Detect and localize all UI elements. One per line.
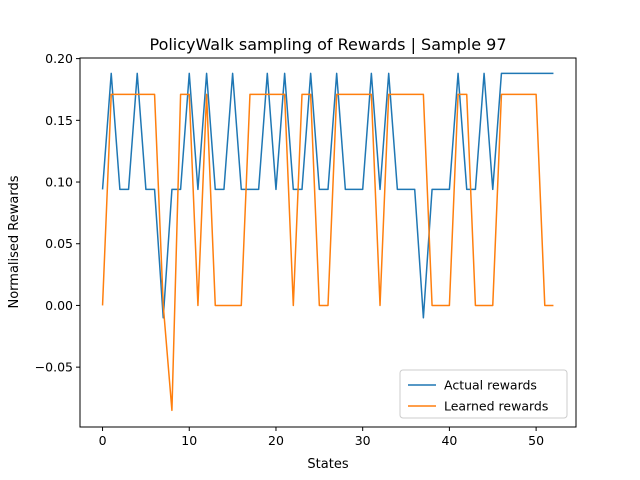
plot-area xyxy=(101,72,554,412)
legend-label: Learned rewards xyxy=(444,399,548,414)
x-axis-label: States xyxy=(307,457,348,472)
x-axis: 0 10 20 30 40 50 xyxy=(99,427,544,448)
x-tick-label: 0 xyxy=(99,433,107,448)
y-tick-label: 0.00 xyxy=(45,298,73,313)
y-axis: −0.05 0.00 0.05 0.10 0.15 0.20 xyxy=(35,51,80,375)
legend: Actual rewards Learned rewards xyxy=(399,369,568,419)
y-axis-label: Normalised Rewards xyxy=(7,175,22,308)
x-tick-label: 20 xyxy=(268,433,284,448)
y-tick-label: 0.20 xyxy=(45,51,73,66)
legend-label: Actual rewards xyxy=(444,378,537,393)
x-tick-label: 30 xyxy=(355,433,371,448)
series-line-learned-rewards xyxy=(101,93,554,412)
x-tick-label: 40 xyxy=(441,433,457,448)
y-tick-label: 0.10 xyxy=(45,175,73,190)
axes-frame xyxy=(79,57,577,428)
y-tick-label: 0.15 xyxy=(45,113,73,128)
y-tick-label: 0.05 xyxy=(45,236,73,251)
chart-title: PolicyWalk sampling of Rewards | Sample … xyxy=(149,35,506,54)
legend-box xyxy=(399,369,568,419)
x-tick-label: 10 xyxy=(181,433,197,448)
y-tick-label: −0.05 xyxy=(35,360,73,375)
x-tick-label: 50 xyxy=(528,433,544,448)
